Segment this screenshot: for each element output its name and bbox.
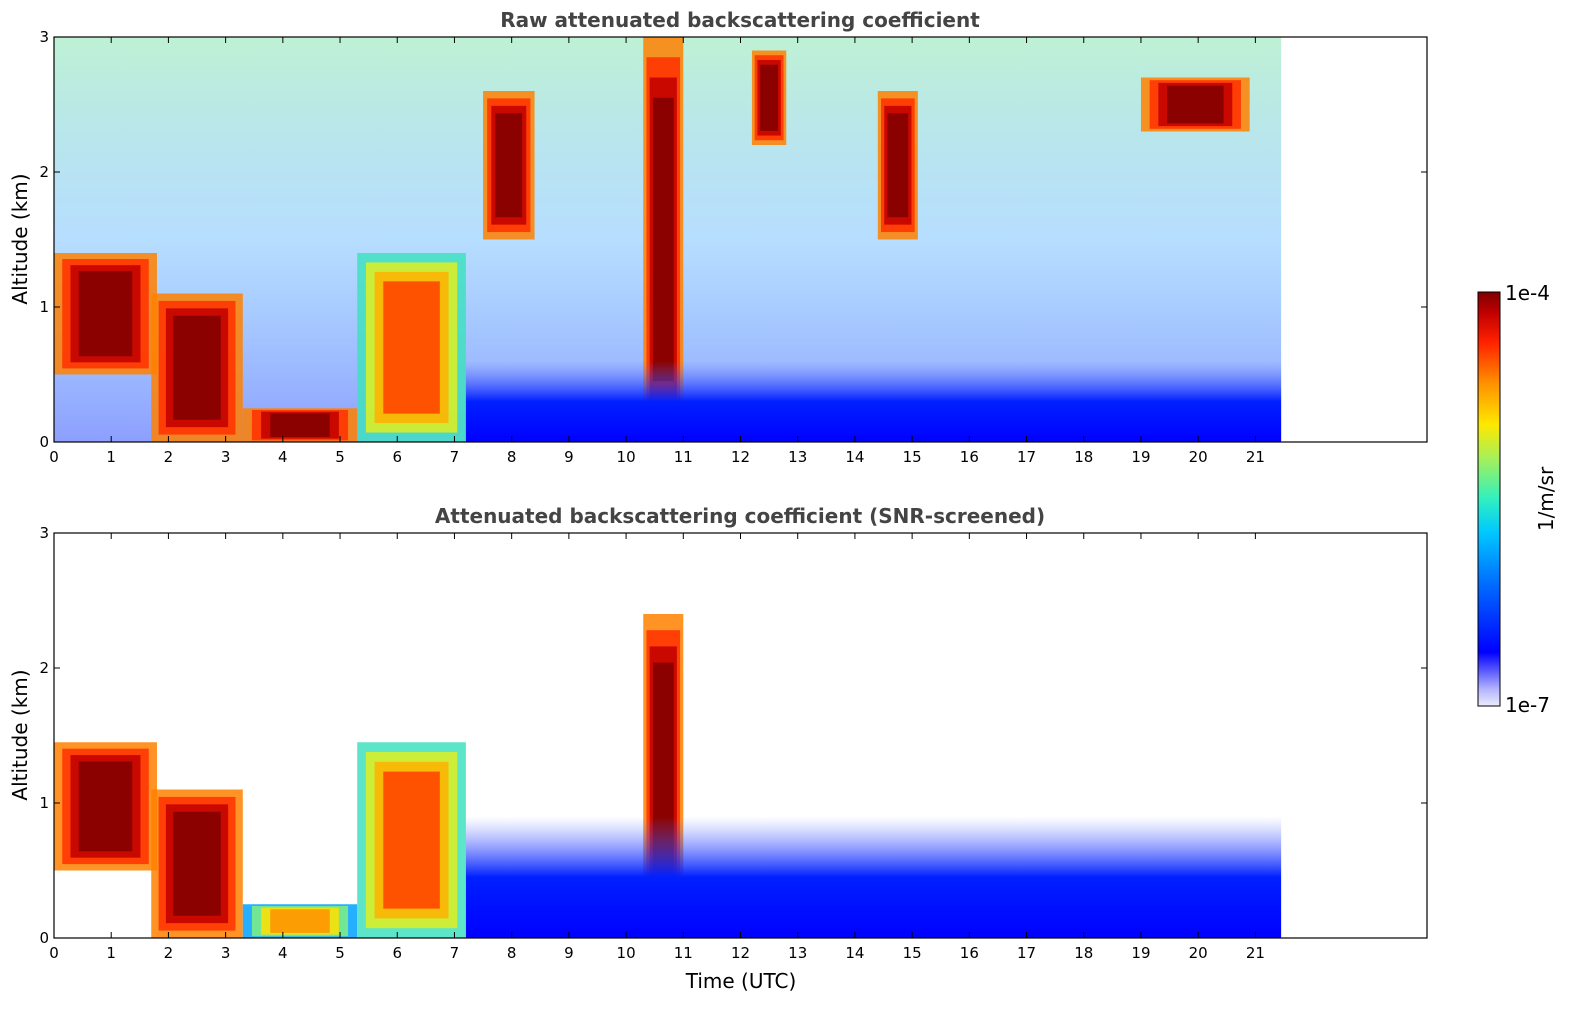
panel-raw-x-axis: 0 1 2 3 4 5 6 7 8 9 10 11 12 13 14 15 16 17 18 19 20 21 [49,37,1265,466]
heatmap-feature-cloud_column [173,315,221,420]
x-tick-label: 10 [617,448,636,466]
x-tick-label: 17 [1017,944,1036,962]
y-tick-label: 1 [39,794,49,812]
x-tick-label: 2 [164,944,174,962]
x-tick-label: 7 [450,448,460,466]
colorbar-min-label: 1e-7 [1505,693,1550,717]
x-tick-label: 18 [1074,448,1093,466]
panel-screened-y-label: Altitude (km) [8,669,32,800]
heatmap-feature-cirrus [887,113,909,218]
colorbar-gradient [1477,291,1501,707]
panel-screened-x-axis: 0 1 2 3 4 5 6 7 8 9 10 11 12 13 14 15 16 17 18 19 20 21 [49,533,1265,962]
heatmap-feature-cirrus [1167,85,1224,124]
x-tick-label: 21 [1246,944,1265,962]
heatmap-feature-cloud_column [173,811,221,916]
panel-screened-y-axis: 0 1 2 3 [39,524,1427,947]
x-tick-label: 5 [335,944,345,962]
x-tick-label: 20 [1189,448,1208,466]
heatmap-feature-cirrus [495,113,523,218]
x-tick-label: 21 [1246,448,1265,466]
panel-raw-y-label: Altitude (km) [8,173,32,304]
x-tick-label: 12 [731,448,750,466]
x-tick-label: 1 [106,448,116,466]
colorbar: 1e-4 1e-7 1/m/sr [1477,281,1558,717]
heatmap-feature-boundary_layer [465,816,1282,938]
x-tick-label: 0 [49,944,59,962]
heatmap-feature-cloud_column [383,771,440,909]
x-tick-label: 14 [845,448,864,466]
x-tick-label: 14 [845,944,864,962]
heatmap-feature-cloud_layer [78,761,133,852]
colorbar-max-label: 1e-4 [1505,281,1550,305]
panel-screened-plot-area [54,614,1282,938]
y-tick-label: 1 [39,298,49,316]
panel-raw-title: Raw attenuated backscattering coefficien… [500,8,980,32]
y-tick-label: 0 [39,433,49,451]
x-tick-label: 10 [617,944,636,962]
heatmap-feature-cloud_layer [78,271,133,357]
x-tick-label: 4 [278,448,288,466]
x-tick-label: 13 [788,448,807,466]
x-tick-label: 9 [564,448,574,466]
panel-screened-x-label: Time (UTC) [685,969,797,993]
x-tick-label: 8 [507,944,517,962]
x-tick-label: 17 [1017,448,1036,466]
x-tick-label: 0 [49,448,59,466]
x-tick-label: 11 [674,448,693,466]
x-tick-label: 11 [674,944,693,962]
y-tick-label: 3 [39,28,49,46]
panel-raw-plot-area [54,37,1282,442]
x-tick-label: 16 [960,448,979,466]
x-tick-label: 4 [278,944,288,962]
x-tick-label: 1 [106,944,116,962]
heatmap-feature-surface_layer [270,413,330,437]
y-tick-label: 2 [39,163,49,181]
x-tick-label: 3 [221,944,231,962]
y-tick-label: 2 [39,659,49,677]
x-tick-label: 7 [450,944,460,962]
x-tick-label: 19 [1131,944,1150,962]
y-tick-label: 3 [39,524,49,542]
colorbar-unit-label: 1/m/sr [1534,466,1558,531]
x-tick-label: 13 [788,944,807,962]
heatmap-feature-cirrus [760,64,779,131]
x-tick-label: 5 [335,448,345,466]
x-tick-label: 6 [392,448,402,466]
x-tick-label: 15 [903,944,922,962]
panel-raw-y-axis: 0 1 2 3 [39,28,1427,451]
heatmap-feature-boundary_layer [465,361,1282,442]
y-tick-label: 0 [39,929,49,947]
x-tick-label: 18 [1074,944,1093,962]
x-tick-label: 3 [221,448,231,466]
panel-screened: Attenuated backscattering coefficient (S… [8,504,1428,993]
x-tick-label: 8 [507,448,517,466]
x-tick-label: 20 [1189,944,1208,962]
panel-screened-title: Attenuated backscattering coefficient (S… [435,504,1045,528]
x-tick-label: 15 [903,448,922,466]
x-tick-label: 6 [392,944,402,962]
heatmap-feature-cloud_column [383,281,440,414]
x-tick-label: 9 [564,944,574,962]
heatmap-feature-cloud_column [652,97,674,382]
heatmap-feature-surface_layer [270,909,330,933]
x-tick-label: 12 [731,944,750,962]
x-tick-label: 19 [1131,448,1150,466]
x-tick-label: 16 [960,944,979,962]
panel-raw: Raw attenuated backscattering coefficien… [8,8,1428,466]
x-tick-label: 2 [164,448,174,466]
